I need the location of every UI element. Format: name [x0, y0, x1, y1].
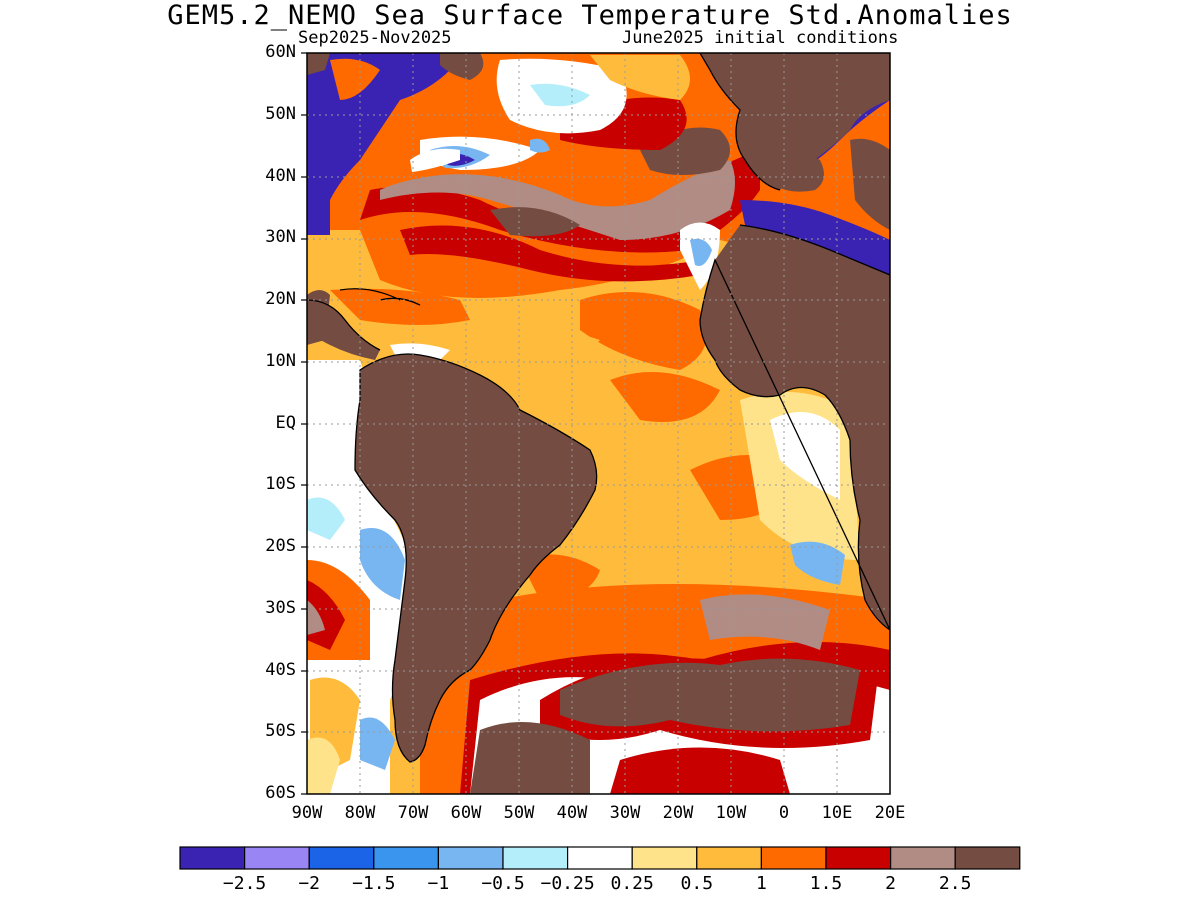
lat-label: 20N [265, 289, 296, 309]
lon-label: 40W [556, 803, 588, 823]
anomaly-region [530, 83, 590, 107]
lat-label: 20S [265, 536, 296, 556]
lon-label: 10E [821, 803, 853, 823]
anomaly-region [590, 55, 690, 100]
land-mass [307, 300, 380, 360]
colorbar-swatch [696, 846, 762, 870]
anomaly-region [360, 528, 405, 600]
lat-label: 40N [265, 165, 296, 186]
lon-label: 10W [715, 803, 747, 823]
colorbar-swatch [308, 846, 375, 870]
lat-label: 60S [265, 783, 296, 803]
colorbar-swatch [825, 846, 892, 870]
colorbar-swatch [954, 846, 1021, 870]
lon-label: 90W [291, 803, 323, 823]
lat-label: 40S [265, 659, 296, 680]
land-mass [307, 53, 330, 75]
lon-label: 60W [450, 803, 482, 823]
lon-label: 70W [397, 803, 429, 823]
colorbar-swatch [244, 846, 310, 870]
anomaly-region [307, 737, 340, 794]
colorbar-label: 2 [885, 873, 897, 894]
anomaly-region [330, 58, 380, 100]
lat-label: 30S [265, 597, 296, 618]
colorbar-label: 0.25 [610, 873, 654, 894]
colorbar-swatch [566, 846, 633, 870]
lat-label: 10N [265, 350, 296, 371]
map-title: GEM5.2_NEMO Sea Surface Temperature Std.… [167, 0, 1013, 31]
land-mass [700, 53, 890, 190]
lat-label: 50S [265, 721, 296, 742]
anomaly-region [580, 292, 707, 370]
colorbar-swatch [889, 846, 956, 870]
colorbar-swatch [437, 846, 504, 870]
lat-label: EQ [275, 412, 296, 433]
lat-label: 50N [265, 103, 296, 124]
lon-label: 20E [874, 803, 906, 823]
coastline [699, 53, 781, 191]
colorbar-swatch [373, 846, 439, 870]
coastline [699, 224, 890, 631]
anomaly-region [790, 541, 845, 585]
land-mass [440, 53, 484, 80]
anomaly-region [360, 717, 395, 770]
colorbar-swatch [760, 846, 827, 870]
colorbar-label: −1.5 [352, 873, 396, 894]
land-mass [850, 138, 890, 230]
forecast-period: Sep2025-Nov2025 [298, 28, 452, 48]
lon-label: 20W [662, 803, 694, 823]
colorbar-swatch [631, 846, 698, 870]
lon-label: 30W [609, 803, 641, 823]
anomaly-region [380, 160, 735, 240]
colorbar-label: −2.5 [222, 873, 267, 894]
coastline [339, 288, 421, 306]
coastline [354, 353, 598, 763]
anomaly-region [530, 138, 550, 153]
colorbar-label: −2 [298, 873, 321, 894]
anomaly-region [307, 580, 345, 650]
masked-region [360, 53, 440, 77]
initial-conditions: June2025 initial conditions [622, 28, 899, 48]
anomaly-region [700, 594, 830, 650]
anomaly-region [330, 288, 470, 325]
lat-label: 60N [265, 42, 296, 62]
colorbar-label: 1 [755, 873, 767, 894]
colorbar-label: 1.5 [809, 873, 843, 894]
anomaly-region [520, 554, 600, 600]
colorbar-label: 2.5 [938, 873, 972, 894]
colorbar-label: −0.25 [540, 873, 595, 894]
anomaly-region [307, 600, 325, 635]
anomaly-region [770, 412, 840, 500]
land-mass [700, 225, 890, 630]
colorbar-swatch [179, 846, 246, 870]
anomaly-region [307, 497, 345, 540]
colorbar-swatch [502, 846, 569, 870]
lon-label: 50W [503, 803, 535, 823]
anomaly-region [560, 658, 860, 732]
lon-label: 80W [344, 803, 376, 823]
anomaly-region [460, 326, 600, 362]
anomaly-region [610, 372, 720, 422]
anomaly-region [490, 207, 580, 237]
lon-label: 0 [778, 803, 790, 823]
land-mass [355, 354, 597, 762]
land-mass [770, 155, 824, 192]
anomaly-region [690, 238, 712, 266]
anomaly-region [610, 747, 790, 794]
colorbar-label: −0.5 [481, 873, 525, 894]
lat-label: 30N [265, 227, 296, 248]
anomaly-region [470, 722, 590, 794]
coastline [307, 299, 381, 351]
lat-label: 10S [265, 474, 296, 495]
colorbar-label: −1 [427, 873, 450, 894]
colorbar [179, 846, 1021, 870]
colorbar-label: 0.5 [680, 873, 714, 894]
anomaly-region [410, 148, 460, 172]
